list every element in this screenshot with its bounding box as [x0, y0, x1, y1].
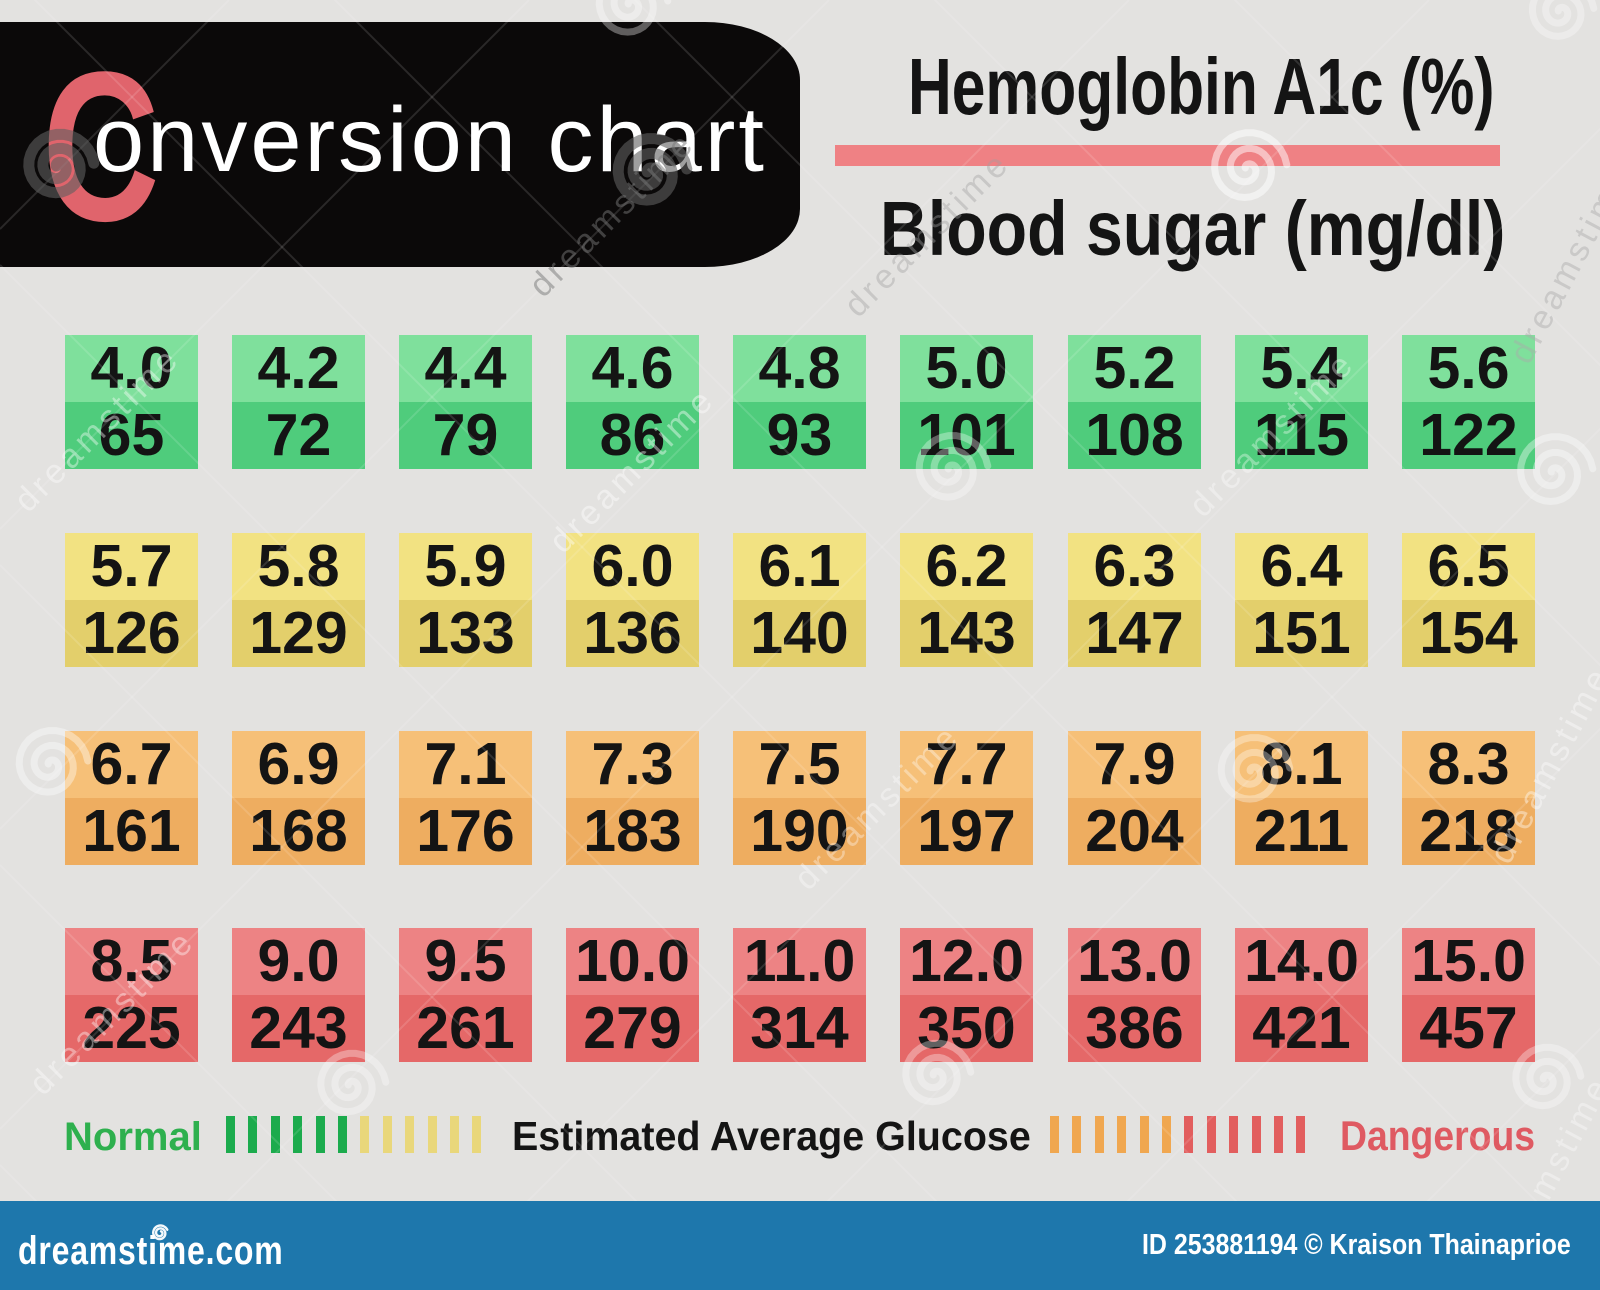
svg-text:dreamstime: dreamstime: [22, 922, 203, 1103]
svg-text:dreamstime: dreamstime: [1482, 660, 1600, 870]
svg-text:dreamstime: dreamstime: [1182, 344, 1363, 525]
svg-text:dreamstime: dreamstime: [1502, 160, 1600, 370]
svg-text:dreamstime: dreamstime: [787, 717, 968, 898]
svg-text:dreamstime: dreamstime: [837, 144, 1018, 325]
svg-text:dreamstime: dreamstime: [7, 339, 188, 520]
svg-text:dreamstime: dreamstime: [1482, 1070, 1600, 1280]
svg-text:dreamstime: dreamstime: [542, 380, 723, 561]
